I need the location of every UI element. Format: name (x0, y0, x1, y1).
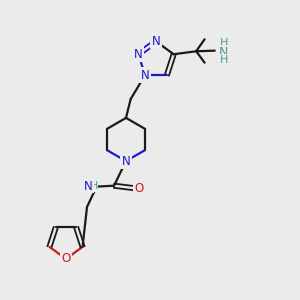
Text: H: H (89, 181, 98, 191)
Text: N: N (122, 154, 130, 168)
Text: N: N (134, 48, 143, 61)
Text: H: H (220, 38, 229, 48)
Text: N: N (84, 179, 93, 193)
Text: N: N (141, 68, 149, 82)
Text: N: N (152, 35, 160, 48)
Text: N: N (219, 46, 229, 59)
Text: O: O (61, 252, 70, 266)
Text: H: H (220, 55, 229, 65)
Text: O: O (134, 182, 143, 195)
